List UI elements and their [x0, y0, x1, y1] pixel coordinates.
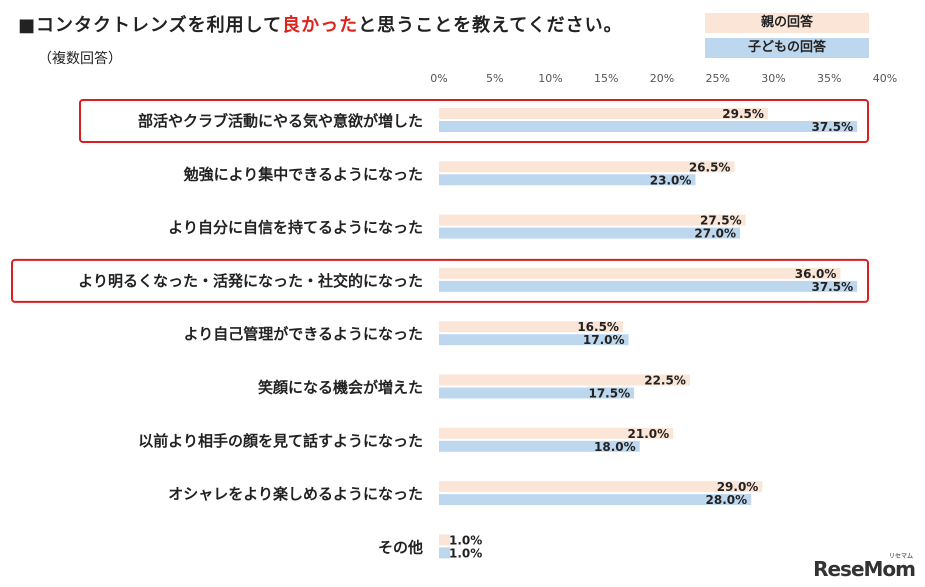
category-label: その他: [378, 538, 423, 556]
highlight-box: [79, 99, 869, 143]
resemom-logo: ReseMom リセマム: [813, 553, 916, 581]
value-label-child: 37.5%: [811, 120, 853, 134]
logo-kana: リセマム: [888, 553, 913, 560]
bar-child: [439, 440, 640, 452]
value-label-child: 1.0%: [449, 546, 482, 560]
value-label-parent: 22.5%: [644, 374, 686, 388]
x-tick-label: 0%: [430, 72, 447, 85]
category-label: 部活やクラブ活動にやる気や意欲が増した: [138, 112, 423, 130]
highlight-box: [11, 258, 869, 303]
bar-child: [439, 121, 858, 132]
value-label-parent: 29.5%: [722, 107, 764, 121]
value-label-parent: 16.5%: [577, 320, 619, 334]
legend-child-label: 子どもの回答: [747, 40, 826, 55]
value-label-child: 27.0%: [694, 227, 736, 241]
title-prefix: ■コンタクトレンズを利用して: [18, 15, 283, 36]
value-label-child: 23.0%: [650, 173, 692, 187]
x-tick-label: 20%: [650, 72, 674, 85]
legend-parent-response: 親の回答: [705, 13, 869, 33]
bar-parent: [439, 108, 768, 119]
value-label-parent: 29.0%: [717, 480, 759, 494]
category-label: より自己管理ができるようになった: [184, 325, 423, 343]
category-label: 勉強により集中できるようになった: [183, 165, 423, 183]
bar-parent: [439, 161, 735, 173]
x-tick-label: 25%: [706, 72, 730, 85]
category-label: 笑顔になる機会が増えた: [258, 379, 423, 397]
chart-subtitle: （複数回答）: [38, 51, 122, 67]
x-tick-label: 40%: [873, 72, 897, 85]
bar-parent: [439, 214, 746, 226]
bar-parent: [439, 427, 674, 439]
bar-child: [439, 227, 741, 239]
title-suffix: と思うことを教えてください。: [358, 15, 623, 36]
bar-parent: [439, 374, 690, 386]
value-label-parent: 21.0%: [628, 427, 670, 441]
bar-parent: [439, 481, 763, 493]
x-tick-label: 15%: [594, 72, 618, 85]
bar-child: [439, 387, 635, 399]
legend-parent-label: 親の回答: [760, 15, 813, 30]
chart-title: ■コンタクトレンズを利用して良かったと思うことを教えてください。: [18, 11, 623, 37]
value-label-child: 18.0%: [594, 440, 636, 454]
x-tick-label: 35%: [817, 72, 841, 85]
value-label-parent: 27.5%: [700, 214, 742, 228]
bar-child: [439, 174, 696, 186]
category-label: より自分に自信を持てるようになった: [168, 219, 423, 237]
x-tick-label: 5%: [486, 72, 503, 85]
value-label-parent: 1.0%: [449, 533, 482, 547]
category-label: より明るくなった・活発になった・社交的になった: [78, 272, 423, 290]
bar-child: [439, 494, 752, 506]
bar-child: [439, 280, 858, 292]
title-highlight: 良かった: [282, 15, 359, 36]
logo-text: ReseMom: [813, 557, 916, 581]
value-label-child: 17.5%: [588, 387, 630, 401]
value-label-child: 28.0%: [706, 493, 748, 507]
x-tick-label: 30%: [761, 72, 785, 85]
bar-parent: [439, 267, 841, 279]
value-label-child: 17.0%: [583, 333, 625, 347]
bar-parent: [439, 534, 451, 546]
bar-parent: [439, 321, 623, 333]
x-tick-label: 10%: [538, 72, 562, 85]
bar-child: [439, 547, 451, 559]
bar-child: [439, 334, 629, 346]
category-label: 以前より相手の顔を見て話すようになった: [138, 432, 423, 450]
value-label-parent: 36.0%: [795, 267, 837, 281]
legend-child-response: 子どもの回答: [705, 38, 869, 58]
value-label-child: 37.5%: [811, 280, 853, 294]
value-label-parent: 26.5%: [689, 160, 731, 174]
category-label: オシャレをより楽しめるようになった: [168, 485, 423, 503]
